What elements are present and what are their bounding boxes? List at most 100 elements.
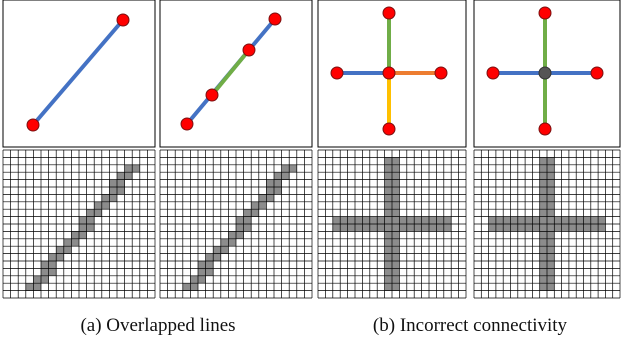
vertex-point [268, 12, 282, 26]
raster-pixel [583, 224, 591, 232]
raster-pixel [539, 224, 547, 232]
raster-pixel [547, 194, 555, 202]
raster-pixel [109, 179, 117, 187]
raster-pixel [243, 209, 252, 217]
raster-pixel [332, 216, 341, 224]
vertex-point-intersection [538, 66, 552, 80]
raster-pixel [205, 261, 214, 269]
raster-pixel [71, 231, 79, 239]
raster-pixel [213, 253, 221, 261]
panel-frame [317, 0, 467, 148]
raster-pixel [63, 246, 72, 254]
raster-pixel [414, 216, 422, 224]
raster-pixel [198, 275, 206, 284]
raster-pixel [94, 201, 102, 210]
raster-pixel [547, 187, 555, 195]
raster-pixel [495, 216, 504, 224]
raster-pixel [547, 268, 555, 276]
raster-pixel [399, 224, 407, 232]
raster-pixel [547, 253, 555, 261]
raster-pixel [384, 172, 392, 180]
raster-pixel [101, 194, 110, 202]
raster-pixel [392, 275, 400, 284]
raster-pixel [392, 157, 400, 165]
raster-pixel [547, 172, 555, 180]
raster-pixel [392, 238, 400, 247]
raster-pixel [598, 224, 606, 232]
vertex-point [590, 66, 604, 80]
raster-pixel [429, 216, 437, 224]
raster-pixel [48, 253, 57, 261]
raster-pixel [94, 209, 102, 217]
raster-pixel [274, 172, 282, 180]
raster-pixel [539, 253, 547, 261]
raster-pixel [377, 216, 385, 224]
raster-pixel [539, 179, 547, 187]
raster-pixel [547, 201, 555, 210]
raster-pixel [347, 224, 355, 232]
raster-pixel [289, 164, 297, 173]
raster-pixel [547, 209, 555, 217]
raster-pixel [220, 246, 229, 254]
raster-pixel [362, 216, 370, 224]
raster-pixel [362, 224, 370, 232]
panel-a2-vector [159, 0, 313, 148]
raster-pixel [243, 224, 252, 232]
raster-pixel [576, 224, 584, 232]
panel-b2-vector [473, 0, 621, 148]
vertex-point [330, 66, 344, 80]
raster-pixel [236, 224, 244, 232]
raster-pixel [205, 268, 214, 276]
raster-grid-b2 [473, 149, 621, 299]
raster-pixel [384, 261, 392, 269]
raster-pixel [109, 187, 117, 195]
raster-pixel [266, 194, 274, 202]
raster-pixel [539, 261, 547, 269]
raster-pixel [251, 209, 259, 217]
vertex-point [538, 122, 552, 136]
raster-pixel [56, 253, 64, 261]
raster-pixel [547, 164, 555, 173]
raster-pixel [41, 261, 49, 269]
raster-grid-a1 [2, 149, 156, 299]
raster-grid-a2 [159, 149, 313, 299]
raster-pixel [539, 164, 547, 173]
raster-pixel [547, 179, 555, 187]
raster-pixel [213, 246, 221, 254]
raster-pixel [274, 187, 282, 195]
raster-pixel [525, 216, 533, 224]
raster-pixel [590, 224, 599, 232]
raster-pixel [532, 224, 540, 232]
raster-pixel [228, 238, 236, 247]
raster-pixel [392, 224, 400, 232]
raster-pixel [488, 216, 496, 224]
raster-pixel [281, 172, 290, 180]
raster-pixel [41, 275, 49, 284]
raster-pixel [539, 209, 547, 217]
line-segment-green-overlap [210, 48, 251, 97]
raster-pixel [399, 216, 407, 224]
raster-pixel [590, 216, 599, 224]
raster-pixel [79, 231, 87, 239]
raster-pixel [539, 172, 547, 180]
raster-grid-b1 [317, 149, 467, 299]
caption-b: (b) Incorrect connectivity [372, 315, 568, 336]
raster-pixel [198, 261, 206, 269]
raster-pixel [547, 216, 555, 224]
raster-pixel [539, 187, 547, 195]
raster-pixel [547, 246, 555, 254]
panel-b1-vector [317, 0, 467, 148]
raster-pixel [384, 246, 392, 254]
raster-pixel [205, 253, 214, 261]
raster-pixel [101, 201, 110, 210]
raster-pixel [547, 231, 555, 239]
raster-pixel [41, 268, 49, 276]
raster-pixel [414, 224, 422, 232]
vertex-point [205, 88, 219, 102]
raster-pixel [598, 216, 606, 224]
panel-frame [2, 0, 156, 148]
raster-pixel [443, 224, 452, 232]
raster-pixel [406, 216, 415, 224]
raster-pixel [510, 224, 518, 232]
raster-pixel [79, 224, 87, 232]
